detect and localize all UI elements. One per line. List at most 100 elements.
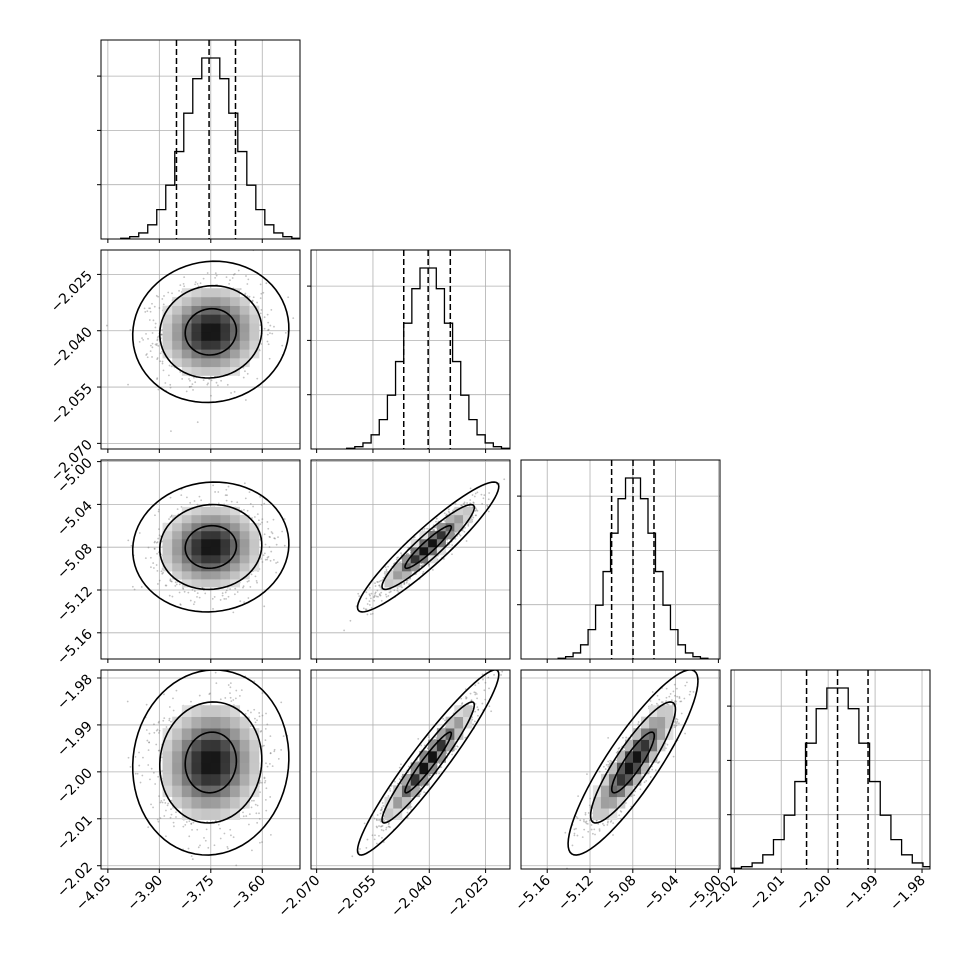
sample-point bbox=[182, 588, 185, 590]
density-cell bbox=[454, 514, 464, 524]
density-cell bbox=[230, 314, 241, 324]
sample-point bbox=[447, 510, 450, 513]
sample-point bbox=[269, 833, 272, 836]
density-cell bbox=[172, 296, 183, 306]
density-cell bbox=[220, 538, 231, 548]
sample-point bbox=[178, 583, 181, 586]
density-cell bbox=[220, 331, 231, 341]
sample-point bbox=[385, 568, 388, 571]
sample-point bbox=[270, 550, 273, 553]
axes-frame bbox=[100, 249, 301, 450]
sample-point bbox=[259, 312, 262, 315]
density-cell bbox=[210, 366, 221, 376]
sample-point bbox=[365, 597, 368, 600]
sample-point bbox=[179, 603, 182, 606]
sample-point bbox=[396, 587, 399, 590]
sample-point bbox=[379, 579, 382, 582]
sample-point bbox=[380, 599, 383, 602]
y-tick-label: −2.040 bbox=[48, 324, 96, 372]
sample-point bbox=[373, 595, 376, 598]
sample-point bbox=[189, 599, 192, 602]
sample-point bbox=[482, 497, 485, 500]
density-cell bbox=[162, 331, 173, 341]
sample-point bbox=[259, 523, 262, 526]
sample-point bbox=[503, 478, 506, 481]
density-cell bbox=[239, 331, 250, 341]
sample-point bbox=[487, 498, 490, 501]
sample-point bbox=[483, 494, 486, 497]
y-tick-label: −2.055 bbox=[48, 381, 96, 429]
sample-point bbox=[133, 588, 136, 591]
sample-point bbox=[476, 491, 479, 494]
density-cell bbox=[181, 358, 192, 368]
sample-point bbox=[343, 629, 346, 632]
sample-point bbox=[366, 613, 369, 616]
sample-point bbox=[259, 781, 261, 784]
sample-point bbox=[129, 328, 132, 331]
density-cell bbox=[181, 555, 192, 564]
density-cell bbox=[181, 522, 192, 532]
sample-point bbox=[385, 595, 388, 598]
sample-point bbox=[266, 313, 269, 316]
sample-point bbox=[194, 281, 197, 284]
sample-point bbox=[169, 386, 172, 389]
sample-point bbox=[247, 278, 250, 281]
sample-point bbox=[204, 592, 207, 595]
sample-point bbox=[376, 580, 378, 583]
sample-point bbox=[242, 815, 245, 818]
sample-point bbox=[370, 606, 373, 609]
sample-point bbox=[369, 594, 371, 597]
sample-point bbox=[156, 342, 158, 345]
sample-point bbox=[277, 536, 279, 539]
sample-point bbox=[192, 389, 194, 391]
sample-point bbox=[406, 579, 409, 582]
sample-point bbox=[403, 583, 406, 586]
sample-point bbox=[268, 535, 271, 538]
density-cell bbox=[210, 538, 221, 548]
sample-point bbox=[421, 564, 423, 567]
sample-point bbox=[191, 588, 194, 591]
density-cell bbox=[210, 579, 221, 588]
sample-point bbox=[225, 499, 228, 502]
sample-point bbox=[214, 491, 217, 493]
sample-point bbox=[269, 559, 272, 562]
sample-point bbox=[138, 340, 141, 343]
sample-point bbox=[151, 342, 154, 345]
density-cell bbox=[239, 323, 250, 333]
sample-point bbox=[469, 502, 472, 505]
sample-point bbox=[199, 844, 201, 847]
density-panel bbox=[310, 459, 511, 660]
sample-point bbox=[396, 589, 399, 592]
sample-point bbox=[158, 729, 161, 732]
sample-point bbox=[459, 534, 462, 537]
density-cell bbox=[210, 571, 221, 580]
density-cell bbox=[201, 546, 212, 556]
sample-point bbox=[183, 590, 186, 593]
sample-point bbox=[433, 528, 435, 531]
sample-point bbox=[242, 585, 245, 588]
sample-point bbox=[423, 527, 426, 530]
sample-point bbox=[274, 537, 276, 540]
sample-point bbox=[227, 485, 230, 488]
sample-point bbox=[471, 506, 474, 508]
sample-point bbox=[244, 370, 246, 373]
density-cell bbox=[210, 305, 221, 315]
sample-point bbox=[251, 849, 253, 852]
sample-point bbox=[407, 553, 410, 556]
y-tick-label: −5.12 bbox=[54, 584, 96, 626]
density-cell bbox=[410, 563, 420, 572]
sample-point bbox=[475, 514, 477, 517]
sample-point bbox=[233, 390, 236, 393]
sample-point bbox=[224, 494, 227, 497]
sample-point bbox=[443, 558, 445, 560]
sample-point bbox=[255, 579, 258, 582]
sample-point bbox=[153, 731, 156, 734]
sample-point bbox=[273, 537, 276, 540]
sample-point bbox=[377, 581, 379, 584]
sample-point bbox=[264, 779, 267, 782]
sample-point bbox=[256, 513, 259, 516]
sample-point bbox=[213, 844, 216, 847]
density-cell bbox=[191, 571, 202, 580]
sample-point bbox=[155, 344, 158, 347]
sample-point bbox=[358, 595, 361, 598]
